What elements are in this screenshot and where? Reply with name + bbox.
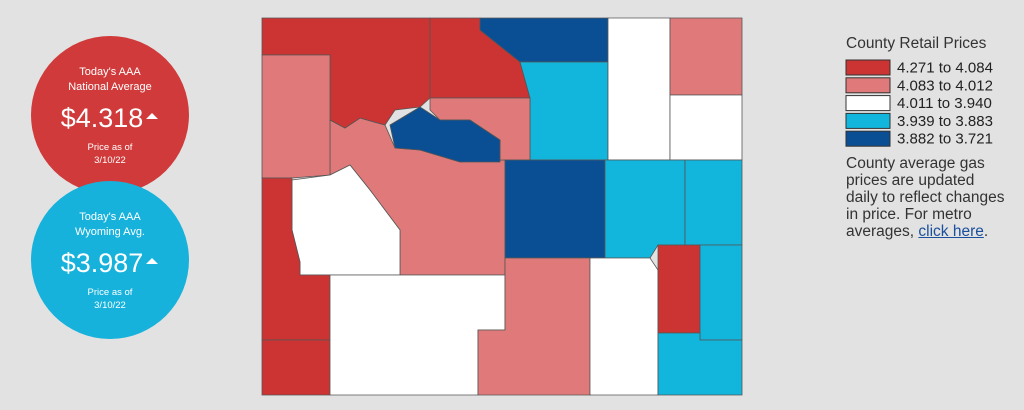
legend-title: County Retail Prices [846,35,987,52]
county [669,94,743,161]
county [604,159,686,259]
legend-label: 4.271 to 4.084 [897,60,993,77]
county [389,106,501,163]
legend-label: 4.083 to 4.012 [897,77,993,94]
badge-date: 3/10/22 [94,155,126,166]
badge-date: Price as of [88,142,133,153]
badges: Today's AAA National Average $4.318 Price a… [31,36,189,339]
link[interactable]: click here [918,223,984,240]
note-end: . [983,223,989,240]
legend-swatch [845,130,891,147]
county [504,159,606,259]
legend-swatch [845,95,891,112]
note-text: County average gas prices are updated da… [846,155,1005,240]
arrow-icon [146,258,158,264]
legend-swatch [845,59,891,76]
badge-date: Price as of [88,287,133,298]
county [657,332,743,396]
badge-title: Today's AAA [79,66,141,78]
badge [31,181,189,339]
legend-label: 3.882 to 3.721 [897,131,993,148]
legend-swatch [845,112,891,129]
badge-price: $4.318 [61,103,144,133]
wyoming-map [261,17,743,396]
county [589,257,659,396]
badge-title: Today's AAA [79,211,141,223]
badge [31,36,189,194]
legend-swatch [845,77,891,94]
badge-title: Wyoming Avg. [75,226,145,238]
county [684,159,743,246]
county [607,17,671,161]
county [657,244,701,334]
county [669,17,743,96]
badge-price: $3.987 [61,248,144,278]
badge-date: 3/10/22 [94,300,126,311]
note: County average gas prices are updated da… [846,155,1008,240]
county [261,339,331,396]
county [699,244,743,341]
county [261,54,331,179]
badge-title: National Average [68,81,152,93]
county [519,61,609,161]
legend-label: 4.011 to 3.940 [897,95,992,112]
arrow-icon [146,113,158,119]
legend-label: 3.939 to 3.883 [897,113,993,130]
